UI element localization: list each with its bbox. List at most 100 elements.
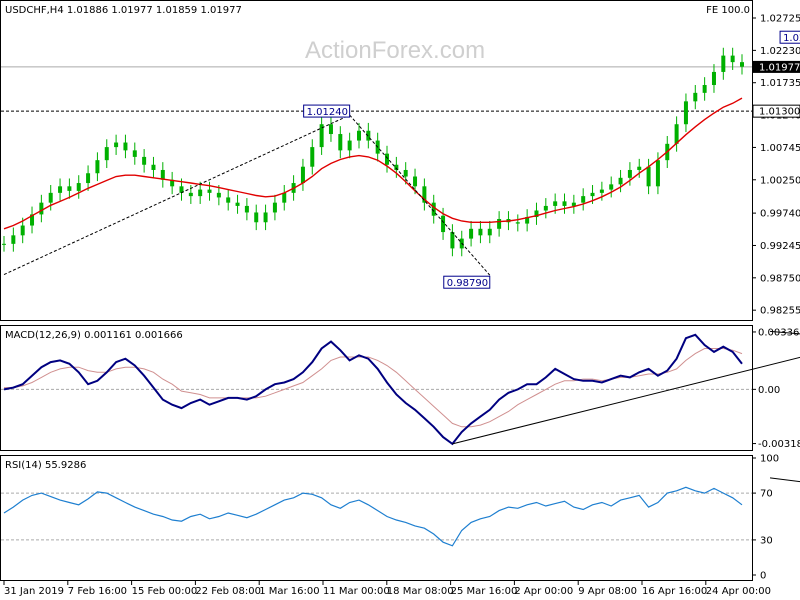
macd-trendline — [452, 356, 800, 445]
y-tick-label: 1.00250 — [760, 175, 800, 186]
candle-body — [207, 189, 212, 193]
candle-body — [721, 55, 726, 72]
candle-body — [170, 179, 175, 187]
candle-body — [67, 186, 72, 191]
y-tick-label: 0.98750 — [760, 273, 800, 284]
candle-body — [525, 217, 530, 224]
candle-body — [422, 186, 427, 203]
candle-body — [235, 202, 240, 206]
candle-body — [450, 232, 455, 249]
candle-body — [48, 192, 53, 203]
candle-body — [581, 196, 586, 203]
candle-body — [655, 160, 660, 187]
candle-body — [366, 130, 371, 141]
candle-body — [394, 164, 399, 170]
annotation-text: 1.01240 — [307, 107, 348, 118]
candle-body — [104, 147, 109, 161]
rsi-y-tick-label: 100 — [760, 454, 779, 465]
macd-signal-line — [4, 348, 743, 428]
candle-body — [543, 205, 548, 211]
x-tick-label: 16 Apr 16:00 — [642, 586, 707, 597]
candle-body — [478, 228, 483, 236]
x-tick-label: 18 Mar 08:00 — [387, 586, 454, 597]
candle-body — [646, 166, 651, 187]
moving-average-line — [3, 97, 743, 230]
y-tick-label: 1.02230 — [760, 46, 800, 57]
candle-body — [730, 55, 735, 63]
candle-body — [39, 202, 44, 215]
candle-body — [590, 192, 595, 197]
candle-body — [711, 71, 716, 86]
current-price-tag — [753, 60, 800, 73]
candle-body — [441, 215, 446, 233]
candle-body — [385, 153, 390, 165]
trendline — [3, 114, 350, 276]
candle-body — [319, 124, 324, 148]
rsi-y-tick-label: 0 — [760, 571, 766, 582]
candle-body — [310, 147, 315, 167]
macd-y-tick-label: 0.00 — [758, 385, 780, 396]
candle-body — [179, 186, 184, 193]
candle-body — [226, 197, 231, 203]
candle-body — [188, 192, 193, 197]
y-tick-label: 0.99245 — [760, 241, 800, 252]
candle-body — [618, 177, 623, 185]
candle-body — [142, 156, 147, 165]
candle-body — [263, 212, 268, 223]
x-tick-label: 9 Apr 08:00 — [578, 586, 637, 597]
price-header: USDCHF,H4 1.01886 1.01977 1.01859 1.0197… — [5, 5, 242, 16]
candle-body — [356, 130, 361, 141]
macd-y-tick-label: 0.003368 — [758, 327, 800, 338]
x-tick-label: 22 Feb 08:00 — [195, 586, 261, 597]
macd-line — [3, 333, 743, 446]
rsi-y-tick-label: 70 — [760, 489, 773, 500]
candle-body — [347, 140, 352, 151]
macd-panel-frame — [0, 325, 753, 451]
candle-body — [637, 166, 642, 170]
x-tick-label: 11 Mar 00:00 — [323, 586, 390, 597]
annotation-text: 1.02370 — [783, 33, 800, 44]
annotation-text: 0.98790 — [447, 278, 488, 289]
candle-body — [469, 228, 474, 239]
candle-body — [740, 62, 744, 67]
candle-body — [11, 235, 16, 244]
candle-body — [338, 134, 343, 151]
candle-body — [497, 218, 502, 229]
x-tick-label: 1 Mar 16:00 — [259, 586, 319, 597]
candle-body — [702, 85, 707, 93]
x-tick-label: 7 Feb 16:00 — [68, 586, 127, 597]
candle-body — [95, 160, 100, 174]
candle-body — [132, 150, 137, 157]
candle-body — [300, 166, 305, 184]
candle-body — [198, 189, 203, 197]
candle-body — [216, 192, 221, 198]
candle-body — [58, 186, 63, 193]
candle-body — [282, 192, 287, 203]
y-tick-label: 1.02725 — [760, 14, 800, 25]
y-tick-label: 1.00745 — [760, 143, 800, 154]
x-tick-label: 2 Apr 00:00 — [514, 586, 573, 597]
annotation-box — [303, 104, 351, 118]
watermark: ActionForex.com — [305, 37, 485, 64]
candle-body — [76, 183, 81, 191]
candle-body — [534, 210, 539, 218]
y-tick-label: 0.99740 — [760, 209, 800, 220]
current-price-text: 1.01977 — [759, 62, 800, 73]
fe-label: FE 100.0 — [706, 5, 750, 16]
rsi-line — [3, 486, 743, 547]
candle-body — [487, 228, 492, 236]
candle-body — [413, 176, 418, 187]
y-tick-label: 0.98255 — [760, 306, 800, 317]
candle-body — [674, 124, 679, 144]
candle-body — [609, 184, 614, 190]
candle-body — [123, 142, 128, 151]
y-tick-label: 1.01735 — [760, 78, 800, 89]
candle-body — [244, 205, 249, 213]
x-tick-label: 31 Jan 2019 — [4, 586, 64, 597]
rsi-header: RSI(14) 55.9286 — [5, 460, 86, 471]
annotation-box — [779, 30, 800, 44]
rsi-panel-frame — [0, 455, 753, 581]
trendline — [349, 114, 491, 276]
